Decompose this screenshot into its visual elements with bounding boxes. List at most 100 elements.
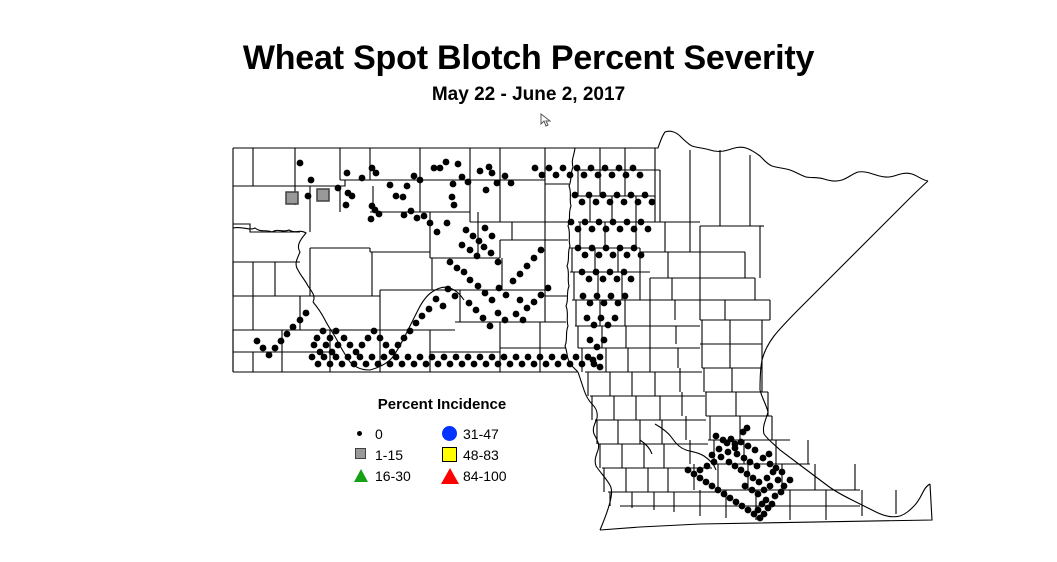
map-point-zero (486, 322, 494, 330)
map-point-zero (374, 360, 382, 368)
map-point-zero (506, 360, 514, 368)
map-point-zero (452, 353, 460, 361)
map-point-zero (763, 474, 771, 482)
map-point-zero (572, 353, 580, 361)
legend-label-31-47: 31-47 (463, 425, 499, 442)
map-point-zero (386, 360, 394, 368)
map-point-zero (778, 468, 786, 476)
map-point-zero (759, 454, 767, 462)
map-point-zero (472, 306, 480, 314)
page-subtitle: May 22 - June 2, 2017 (431, 84, 626, 105)
map-point-zero (362, 360, 370, 368)
map-point-zero (616, 244, 624, 252)
map-point-zero (289, 323, 297, 331)
map-point-zero (454, 160, 462, 168)
map-point-zero (620, 198, 628, 206)
map-point-zero (537, 291, 545, 299)
map-point-zero (342, 201, 350, 209)
map-point-zero (764, 504, 772, 512)
map-point-zero (771, 492, 779, 500)
map-point-zero (488, 296, 496, 304)
map-point-zero (548, 353, 556, 361)
map-point-zero (412, 319, 420, 327)
map-point-zero (394, 341, 402, 349)
map-point-zero (433, 228, 441, 236)
map-point-zero (732, 498, 740, 506)
map-point-zero (743, 470, 751, 478)
map-point-zero (404, 353, 412, 361)
map-point-zero (509, 277, 517, 285)
map-point-zero (616, 225, 624, 233)
map-point-zero (265, 351, 273, 359)
map-point-zero (482, 186, 490, 194)
map-point-zero (326, 334, 334, 342)
map-point-zero (332, 327, 340, 335)
map-point-zero (416, 176, 424, 184)
map-point-zero (334, 341, 342, 349)
map-point-zero (741, 482, 749, 490)
map-point-zero (708, 482, 716, 490)
map-point-zero (434, 360, 442, 368)
map-point-zero (500, 353, 508, 361)
map-point-zero (744, 506, 752, 514)
map-point-zero (740, 454, 748, 462)
map-point-zero (566, 171, 574, 179)
map-point-zero (772, 464, 780, 472)
map-point-zero (574, 225, 582, 233)
map-point-zero (449, 180, 457, 188)
map-point-zero (488, 169, 496, 177)
map-point-zero (599, 191, 607, 199)
map-point-zero (766, 460, 774, 468)
map-point-zero (283, 330, 291, 338)
map-point-zero (444, 285, 452, 293)
map-point-zero (627, 191, 635, 199)
legend-columns: 0 1-15 16-30 31-47 48-83 (352, 423, 552, 485)
map-point-zero (738, 502, 746, 510)
map-point-zero (542, 360, 550, 368)
map-point-zero (552, 171, 560, 179)
map-point-zero (637, 218, 645, 226)
map-point-zero (733, 450, 741, 458)
map-point-zero (755, 478, 763, 486)
map-point-zero (585, 191, 593, 199)
map-point-zero (507, 179, 515, 187)
map-point-zero (465, 299, 473, 307)
map-legend: Percent Incidence 0 1-15 16-30 (352, 396, 552, 485)
legend-label-16-30: 16-30 (375, 467, 411, 484)
map-point-zero (466, 276, 474, 284)
map-point-zero (586, 299, 594, 307)
map-point-zero (748, 486, 756, 494)
map-point-zero (392, 192, 400, 200)
data-points-1-15 (285, 188, 330, 205)
map-point-zero (352, 348, 360, 356)
map-point-zero (481, 289, 489, 297)
map-point-zero (501, 172, 509, 180)
page-title: Wheat Spot Blotch Percent Severity (242, 39, 815, 77)
map-point-zero (380, 353, 388, 361)
map-point-zero (593, 292, 601, 300)
map-point-zero (316, 348, 324, 356)
legend-item-84-100: 84-100 (440, 465, 507, 486)
map-point-zero (403, 182, 411, 190)
map-point-zero (590, 321, 598, 329)
map-point-zero (458, 173, 466, 181)
map-point-1-15 (316, 188, 330, 202)
map-point-zero (344, 353, 352, 361)
legend-column-left: 0 1-15 16-30 (352, 423, 411, 486)
map-point-zero (696, 474, 704, 482)
map-point-zero (606, 268, 614, 276)
map-point-zero (727, 435, 735, 443)
map-point-zero (587, 164, 595, 172)
map-point-zero (743, 424, 751, 432)
map-point-zero (586, 336, 594, 344)
map-point-zero (596, 353, 604, 361)
map-point-zero (474, 282, 482, 290)
map-point-zero (588, 244, 596, 252)
map-point-zero (368, 164, 376, 172)
map-point-zero (388, 348, 396, 356)
map-point-zero (398, 360, 406, 368)
title-block: Wheat Spot Blotch Percent Severity May 2… (0, 38, 1057, 108)
map-point-zero (754, 490, 762, 498)
map-point-zero (744, 442, 752, 450)
